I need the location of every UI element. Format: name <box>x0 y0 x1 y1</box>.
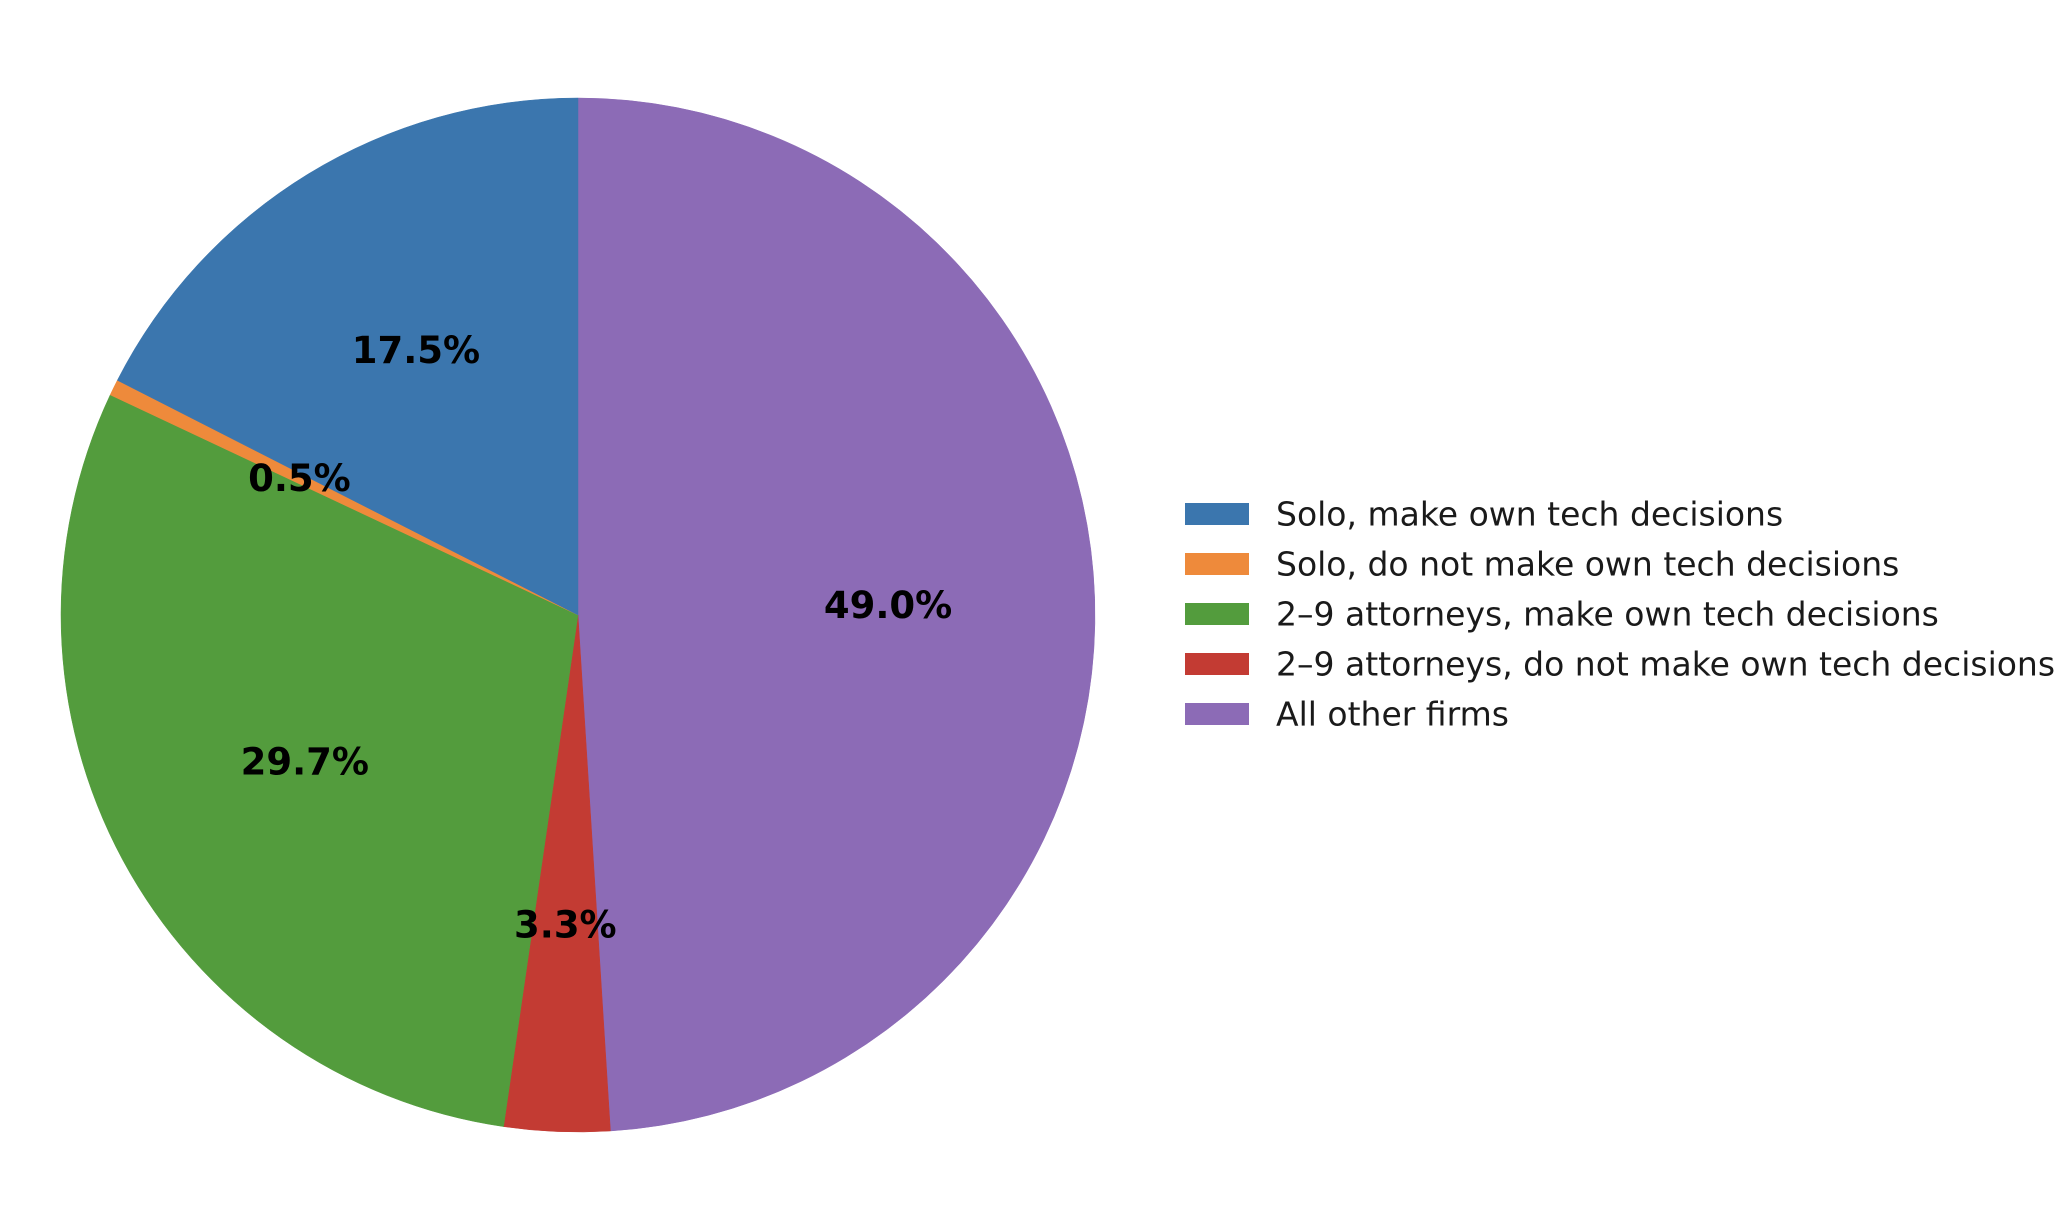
chart-legend: Solo, make own tech decisions Solo, do no… <box>1185 495 2055 734</box>
pie-slice-label-0: 49.0% <box>824 584 952 627</box>
legend-item-0: Solo, make own tech decisions <box>1185 495 1783 534</box>
legend-swatch-0 <box>1185 503 1249 525</box>
pie-slice-label-4: 17.5% <box>352 329 480 372</box>
legend-swatch-2 <box>1185 603 1249 625</box>
legend-swatch-1 <box>1185 553 1249 575</box>
legend-label-0: Solo, make own tech decisions <box>1276 495 1783 534</box>
pie-slice-2 <box>60 394 579 1127</box>
legend-label-3: 2–9 attorneys, do not make own tech deci… <box>1276 645 2055 684</box>
pie-slice-0 <box>577 97 1096 1132</box>
legend-item-1: Solo, do not make own tech decisions <box>1185 545 1899 584</box>
legend-swatch-4 <box>1185 703 1249 725</box>
legend-item-4: All other firms <box>1185 695 1509 734</box>
legend-label-1: Solo, do not make own tech decisions <box>1276 545 1899 584</box>
legend-item-3: 2–9 attorneys, do not make own tech deci… <box>1185 645 2055 684</box>
pie-slice-label-1: 3.3% <box>514 903 617 946</box>
legend-swatch-3 <box>1185 653 1249 675</box>
pie-slices <box>60 97 1096 1133</box>
legend-label-4: All other firms <box>1276 695 1509 734</box>
pie-slice-labels: 49.0% 3.3% 29.7% 0.5% 17.5% <box>241 329 953 946</box>
legend-item-2: 2–9 attorneys, make own tech decisions <box>1185 595 1939 634</box>
pie-slice-label-3: 0.5% <box>248 457 351 500</box>
legend-label-2: 2–9 attorneys, make own tech decisions <box>1276 595 1939 634</box>
pie-slice-label-2: 29.7% <box>241 740 369 783</box>
pie-slice-4 <box>117 97 579 616</box>
